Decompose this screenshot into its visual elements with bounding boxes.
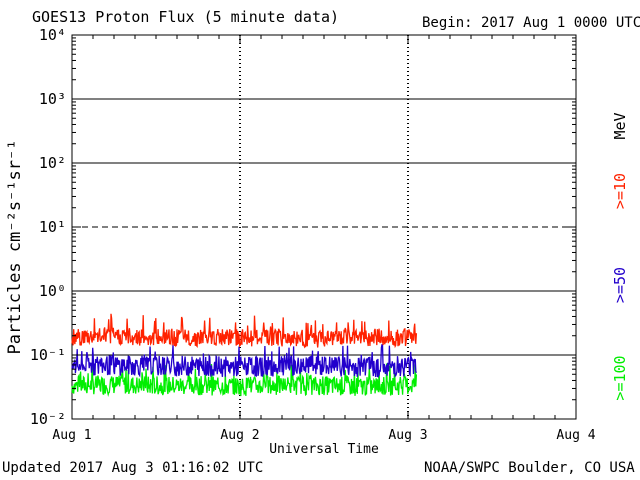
data-source: NOAA/SWPC Boulder, CO USA [424,460,635,476]
legend-ge100: >=100 [611,355,629,400]
x-tick-label: Aug 3 [388,428,427,443]
series-line-50-mev [71,343,418,379]
series-line-10-mev [71,313,418,349]
y-tick-label: 10⁻² [30,410,66,428]
x-tick-label: Aug 2 [220,428,259,443]
x-tick-label: Aug 4 [556,428,595,443]
y-tick-label: 10⁰ [39,282,66,300]
y-tick-label: 10¹ [39,218,66,236]
y-tick-label: 10² [39,154,66,172]
x-axis-title: Universal Time [269,442,379,457]
legend-unit: MeV [611,112,629,139]
legend-ge10: >=10 [611,173,629,209]
chart-title: GOES13 Proton Flux (5 minute data) [32,8,340,26]
begin-time: Begin: 2017 Aug 1 0000 UTC [422,15,640,31]
legend-ge50: >=50 [611,267,629,303]
y-tick-label: 10⁴ [39,26,66,44]
series-line-100-mev [71,363,418,397]
y-tick-label: 10⁻¹ [30,346,66,364]
updated-timestamp: Updated 2017 Aug 3 01:16:02 UTC [2,460,264,476]
y-tick-label: 10³ [39,90,66,108]
y-axis-title: Particles cm⁻²s⁻¹sr⁻¹ [5,140,25,355]
x-tick-label: Aug 1 [52,428,91,443]
